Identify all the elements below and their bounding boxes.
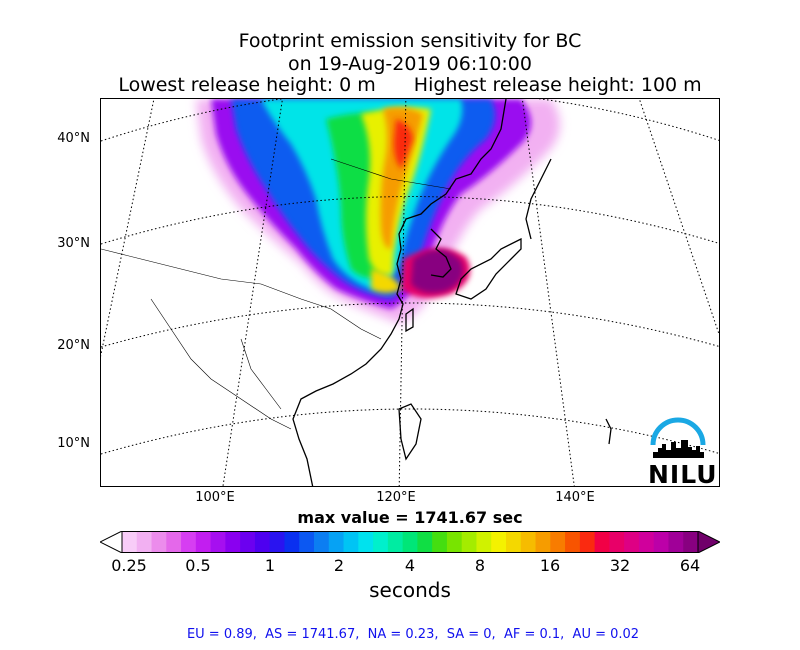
country-borders bbox=[101, 158, 452, 430]
colorbar-bin bbox=[136, 531, 153, 553]
colorbar-bin bbox=[476, 531, 492, 553]
colorbar-bin bbox=[284, 531, 300, 553]
colorbar-bin bbox=[520, 531, 537, 553]
colorbar-bin bbox=[446, 531, 463, 553]
colorbar-bin bbox=[387, 531, 404, 553]
colorbar-bin bbox=[122, 531, 138, 553]
colorbar-label: seconds bbox=[369, 578, 451, 602]
colorbar-bin bbox=[506, 531, 522, 553]
colorbar-bin bbox=[579, 531, 596, 553]
colorbar-tick: 2 bbox=[333, 556, 345, 575]
colorbar-bin bbox=[328, 531, 345, 553]
colorbar-frame bbox=[121, 531, 699, 553]
colorbar-bin bbox=[461, 531, 478, 553]
colorbar-bin bbox=[402, 531, 418, 553]
colorbar-bin bbox=[151, 531, 167, 553]
colorbar bbox=[98, 530, 722, 554]
chart-subtitle: on 19-Aug-2019 06:10:00 bbox=[287, 53, 532, 75]
nilu-logo-text: NILU bbox=[648, 460, 718, 489]
graticule bbox=[101, 99, 719, 486]
colorbar-bin bbox=[166, 531, 182, 553]
colorbar-bin bbox=[314, 531, 330, 553]
colorbar-tick: 8 bbox=[474, 556, 486, 575]
release-high: Highest release height: 100 m bbox=[413, 74, 702, 96]
colorbar-bin bbox=[210, 531, 226, 553]
colorbar-bin bbox=[195, 531, 212, 553]
colorbar-bin bbox=[299, 531, 315, 553]
colorbar-bin bbox=[373, 531, 389, 553]
coastlines bbox=[292, 99, 612, 486]
colorbar-bin bbox=[343, 531, 359, 553]
chart-title: Footprint emission sensitivity for BC bbox=[238, 30, 582, 52]
map-svg bbox=[101, 99, 719, 486]
colorbar-tick: 4 bbox=[404, 556, 416, 575]
colorbar-bin bbox=[254, 531, 271, 553]
colorbar-bin bbox=[668, 531, 684, 553]
sensitivity-field bbox=[196, 99, 560, 324]
lat-tick: 20°N bbox=[57, 338, 90, 353]
nilu-logo bbox=[645, 412, 711, 484]
colorbar-tick: 1 bbox=[264, 556, 276, 575]
colorbar-bin bbox=[269, 531, 286, 553]
colorbar-bin bbox=[638, 531, 655, 553]
colorbar-bin bbox=[225, 531, 241, 553]
colorbar-bin bbox=[609, 531, 625, 553]
footprint-map bbox=[100, 98, 720, 487]
colorbar-bin bbox=[653, 531, 670, 553]
region-footer: EU = 0.89, AS = 1741.67, NA = 0.23, SA =… bbox=[186, 627, 640, 642]
lat-tick: 40°N bbox=[57, 131, 90, 146]
colorbar-tick: 0.5 bbox=[185, 556, 211, 575]
colorbar-bin bbox=[683, 531, 699, 553]
colorbar-bin bbox=[417, 531, 433, 553]
colorbar-bin bbox=[432, 531, 448, 553]
colorbar-tick: 0.25 bbox=[111, 556, 147, 575]
max-value: max value = 1741.67 sec bbox=[297, 508, 523, 527]
lon-tick: 120°E bbox=[376, 490, 416, 505]
nilu-logo-icon bbox=[650, 417, 706, 458]
colorbar-bin bbox=[594, 531, 610, 553]
lat-tick: 10°N bbox=[57, 436, 90, 451]
colorbar-bin bbox=[535, 531, 551, 553]
release-heights: Lowest release height: 0 m Highest releas… bbox=[0, 74, 800, 97]
release-low: Lowest release height: 0 m bbox=[118, 74, 376, 96]
colorbar-bin bbox=[240, 531, 256, 553]
colorbar-tick: 32 bbox=[609, 556, 631, 575]
lon-tick: 100°E bbox=[195, 490, 235, 505]
colorbar-tick: 64 bbox=[679, 556, 701, 575]
colorbar-bin bbox=[550, 531, 566, 553]
colorbar-bin bbox=[358, 531, 374, 553]
colorbar-bin bbox=[491, 531, 507, 553]
colorbar-bin bbox=[181, 531, 197, 553]
colorbar-extend-high bbox=[697, 530, 722, 554]
colorbar-tick: 16 bbox=[539, 556, 561, 575]
colorbar-svg bbox=[98, 530, 722, 554]
lat-tick: 30°N bbox=[57, 236, 90, 251]
colorbar-bin bbox=[565, 531, 581, 553]
colorbar-extend-low bbox=[98, 530, 123, 554]
lon-tick: 140°E bbox=[555, 490, 595, 505]
colorbar-bin bbox=[624, 531, 640, 553]
